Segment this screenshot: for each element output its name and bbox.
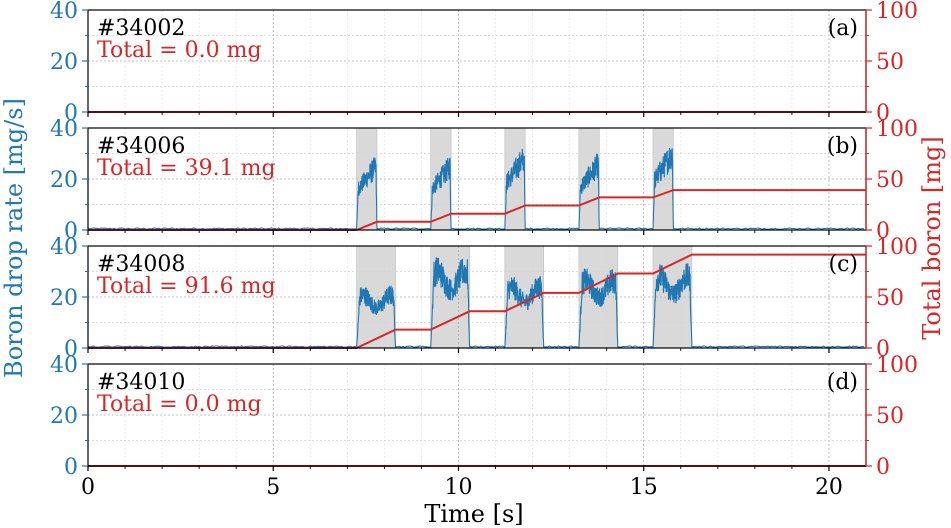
y-left-tick-label: 20 — [50, 168, 78, 193]
y-left-tick-label: 0 — [64, 101, 78, 126]
y-right-tick-label: 50 — [876, 168, 904, 193]
y-left-tick-label: 0 — [64, 455, 78, 480]
total-annotation: Total = 0.0 mg — [97, 38, 262, 63]
panel-label: (c) — [829, 252, 859, 277]
panel-label: (b) — [827, 134, 858, 159]
y-right-tick-label: 50 — [876, 404, 904, 429]
y-left-tick-label: 20 — [50, 50, 78, 75]
y-right-tick-label: 100 — [876, 235, 918, 260]
y-right-tick-label: 0 — [876, 455, 890, 480]
x-axis-label: Time [s] — [424, 500, 523, 528]
y-right-tick-label: 0 — [876, 219, 890, 244]
shot-number: #34010 — [97, 370, 185, 395]
panel-label: (a) — [828, 16, 858, 41]
panel-label: (d) — [827, 370, 858, 395]
rate-series — [87, 257, 865, 349]
y-right-tick-label: 100 — [876, 117, 918, 142]
x-tick-label: 5 — [266, 475, 280, 500]
y-left-tick-label: 20 — [50, 404, 78, 429]
y-right-tick-label: 50 — [876, 50, 904, 75]
total-annotation: Total = 91.6 mg — [97, 274, 276, 299]
x-tick-label: 10 — [444, 475, 472, 500]
y-left-tick-label: 20 — [50, 286, 78, 311]
shot-number: #34008 — [97, 252, 185, 277]
y-left-tick-label: 0 — [64, 337, 78, 362]
y-axis-label-right: Total boron [mg] — [918, 136, 946, 340]
shot-number: #34002 — [97, 16, 185, 41]
y-left-tick-label: 40 — [50, 235, 78, 260]
y-right-tick-label: 0 — [876, 101, 890, 126]
y-left-tick-label: 40 — [50, 117, 78, 142]
x-tick-label: 20 — [815, 475, 843, 500]
y-axis-label-left: Boron drop rate [mg/s] — [0, 98, 28, 378]
y-left-tick-label: 40 — [50, 353, 78, 378]
rate-series — [87, 147, 865, 231]
shot-number: #34006 — [97, 134, 185, 159]
y-right-tick-label: 0 — [876, 337, 890, 362]
total-annotation: Total = 39.1 mg — [97, 156, 276, 181]
total-boron-series — [88, 189, 866, 231]
total-boron-series — [88, 253, 866, 349]
y-left-tick-label: 40 — [50, 0, 78, 24]
total-annotation: Total = 0.0 mg — [97, 392, 262, 417]
y-right-tick-label: 100 — [876, 353, 918, 378]
x-tick-label: 15 — [630, 475, 658, 500]
y-left-tick-label: 0 — [64, 219, 78, 244]
y-right-tick-label: 50 — [876, 286, 904, 311]
x-tick-label: 0 — [81, 475, 95, 500]
y-right-tick-label: 100 — [876, 0, 918, 24]
